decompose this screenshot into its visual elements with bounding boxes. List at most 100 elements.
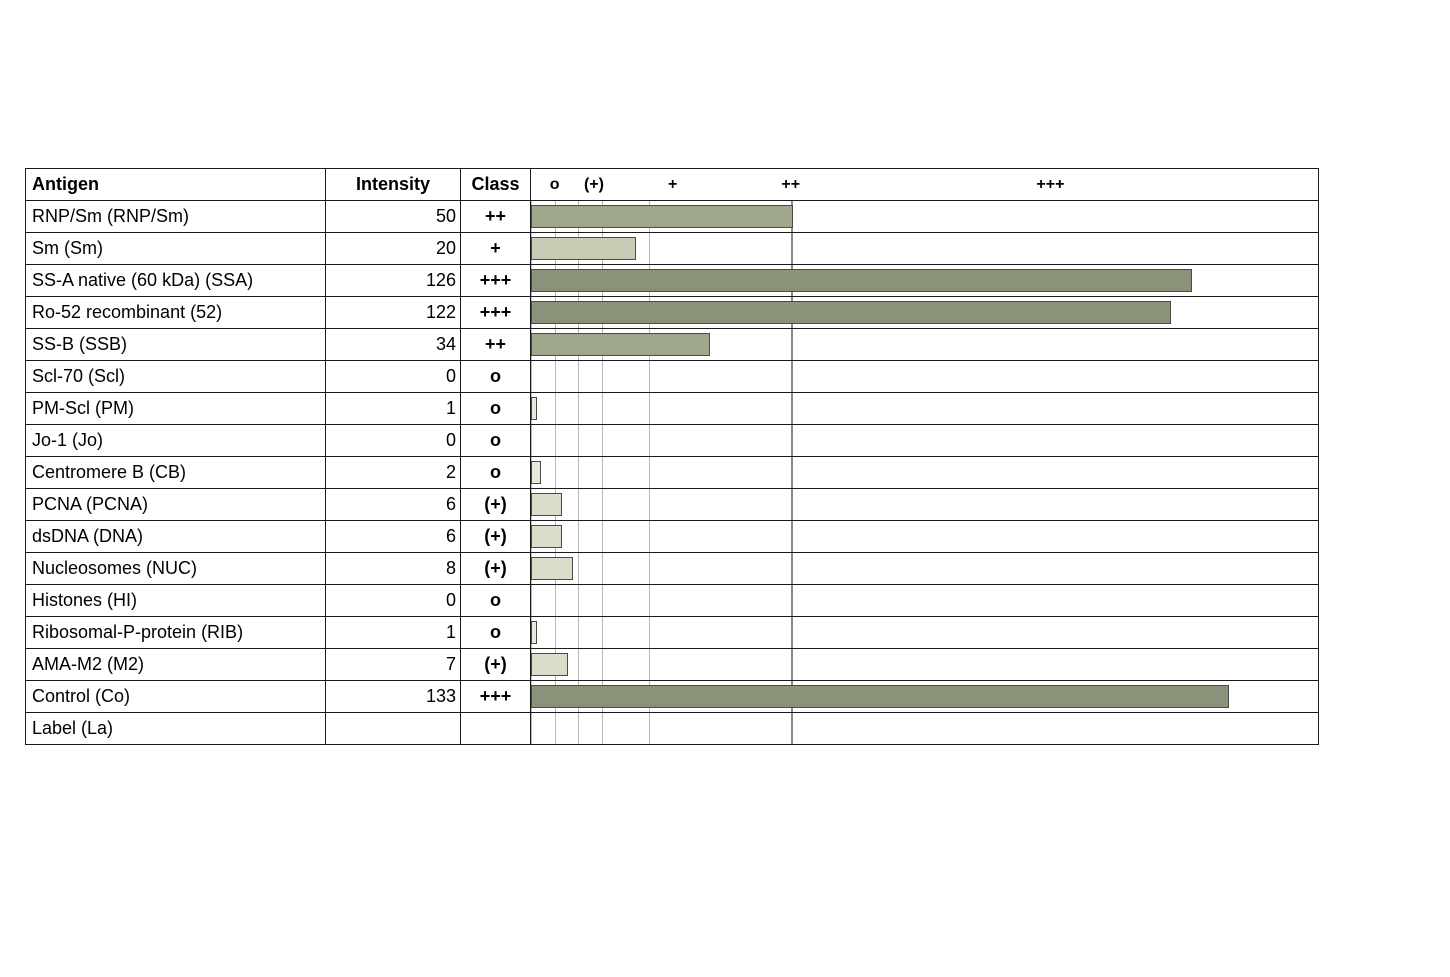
antigen-report-table: Antigen Intensity Class o(+)++++++ RNP/S… xyxy=(25,168,1319,745)
chart-bar-fill xyxy=(531,493,562,515)
cell-chart xyxy=(531,265,1319,297)
chart-bar xyxy=(531,653,1318,675)
cell-intensity: 0 xyxy=(326,425,461,457)
cell-intensity: 1 xyxy=(326,393,461,425)
chart-cell xyxy=(531,553,1318,584)
chart-cell xyxy=(531,361,1318,392)
chart-scale-tick: ++ xyxy=(781,173,800,197)
chart-gridline xyxy=(1318,553,1319,584)
cell-chart xyxy=(531,713,1319,745)
table-body: RNP/Sm (RNP/Sm)50++Sm (Sm)20+SS-A native… xyxy=(26,201,1319,745)
cell-antigen: SS-A native (60 kDa) (SSA) xyxy=(26,265,326,297)
chart-gridline xyxy=(1318,297,1319,328)
cell-class xyxy=(461,713,531,745)
cell-class: ++ xyxy=(461,201,531,233)
cell-antigen: PM-Scl (PM) xyxy=(26,393,326,425)
table-row: Control (Co)133+++ xyxy=(26,681,1319,713)
cell-antigen: Histones (HI) xyxy=(26,585,326,617)
cell-class: +++ xyxy=(461,297,531,329)
header-intensity: Intensity xyxy=(326,169,461,201)
chart-gridline xyxy=(1318,265,1319,296)
chart-scale-tick: + xyxy=(668,173,677,197)
page: Antigen Intensity Class o(+)++++++ RNP/S… xyxy=(0,0,1450,977)
cell-intensity xyxy=(326,713,461,745)
chart-cell xyxy=(531,233,1318,264)
header-antigen: Antigen xyxy=(26,169,326,201)
chart-bar-fill xyxy=(531,205,793,227)
chart-bar xyxy=(531,557,1318,579)
chart-gridline xyxy=(1318,489,1319,520)
table-row: Jo-1 (Jo)0o xyxy=(26,425,1319,457)
chart-gridline xyxy=(1318,425,1319,456)
cell-antigen: Label (La) xyxy=(26,713,326,745)
chart-gridline xyxy=(1318,201,1319,232)
chart-bar-fill xyxy=(531,461,541,483)
table-row: SS-B (SSB)34++ xyxy=(26,329,1319,361)
header-class: Class xyxy=(461,169,531,201)
chart-gridline xyxy=(649,713,650,744)
chart-gridline xyxy=(791,713,793,744)
chart-bar xyxy=(531,429,1318,451)
chart-cell xyxy=(531,457,1318,488)
cell-class: o xyxy=(461,425,531,457)
chart-bar-fill xyxy=(531,557,573,579)
chart-gridline xyxy=(602,713,603,744)
chart-bar-fill xyxy=(531,333,710,355)
cell-class: o xyxy=(461,457,531,489)
chart-gridline xyxy=(1318,649,1319,680)
table-row: Scl-70 (Scl)0o xyxy=(26,361,1319,393)
chart-cell xyxy=(531,713,1318,744)
cell-chart xyxy=(531,649,1319,681)
cell-chart xyxy=(531,681,1319,713)
cell-chart xyxy=(531,329,1319,361)
chart-cell xyxy=(531,585,1318,616)
chart-gridline xyxy=(531,713,532,744)
chart-cell xyxy=(531,265,1318,296)
chart-bar-fill xyxy=(531,237,636,259)
chart-cell xyxy=(531,425,1318,456)
chart-bar xyxy=(531,205,1318,227)
chart-bar-fill xyxy=(531,301,1171,323)
table-row: AMA-M2 (M2)7(+) xyxy=(26,649,1319,681)
cell-antigen: Jo-1 (Jo) xyxy=(26,425,326,457)
cell-antigen: Control (Co) xyxy=(26,681,326,713)
chart-gridline xyxy=(1318,233,1319,264)
cell-intensity: 6 xyxy=(326,521,461,553)
chart-scale-tick: +++ xyxy=(1036,173,1064,197)
chart-gridline xyxy=(1318,361,1319,392)
cell-chart xyxy=(531,457,1319,489)
chart-cell xyxy=(531,201,1318,232)
chart-gridline xyxy=(555,713,556,744)
chart-bar xyxy=(531,269,1318,291)
table-row: Ribosomal-P-protein (RIB)1o xyxy=(26,617,1319,649)
cell-chart xyxy=(531,297,1319,329)
chart-cell xyxy=(531,681,1318,712)
cell-class: + xyxy=(461,233,531,265)
chart-gridline xyxy=(1318,329,1319,360)
chart-bar xyxy=(531,461,1318,483)
cell-class: o xyxy=(461,361,531,393)
cell-antigen: Sm (Sm) xyxy=(26,233,326,265)
cell-class: (+) xyxy=(461,489,531,521)
cell-antigen: Nucleosomes (NUC) xyxy=(26,553,326,585)
cell-intensity: 1 xyxy=(326,617,461,649)
cell-chart xyxy=(531,425,1319,457)
cell-intensity: 50 xyxy=(326,201,461,233)
cell-intensity: 34 xyxy=(326,329,461,361)
table-row: dsDNA (DNA)6(+) xyxy=(26,521,1319,553)
chart-scale-tick: o xyxy=(550,173,560,197)
chart-bar xyxy=(531,333,1318,355)
cell-antigen: Scl-70 (Scl) xyxy=(26,361,326,393)
chart-cell xyxy=(531,521,1318,552)
chart-gridline xyxy=(1318,713,1319,744)
cell-intensity: 20 xyxy=(326,233,461,265)
chart-bar xyxy=(531,365,1318,387)
cell-antigen: Ribosomal-P-protein (RIB) xyxy=(26,617,326,649)
header-chart-scale: o(+)++++++ xyxy=(531,169,1319,201)
chart-gridline xyxy=(578,713,579,744)
cell-intensity: 7 xyxy=(326,649,461,681)
chart-cell xyxy=(531,649,1318,680)
cell-intensity: 6 xyxy=(326,489,461,521)
table-row: SS-A native (60 kDa) (SSA)126+++ xyxy=(26,265,1319,297)
chart-gridline xyxy=(1318,393,1319,424)
